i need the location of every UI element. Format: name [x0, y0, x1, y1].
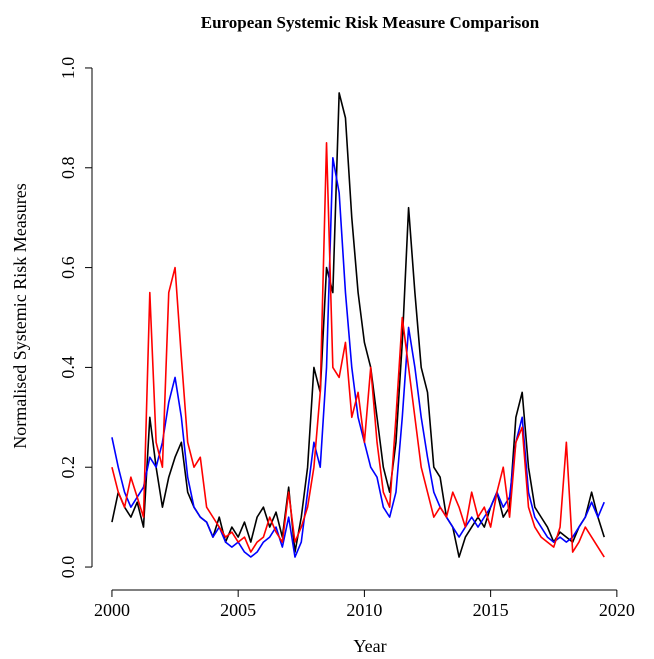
chart-title: European Systemic Risk Measure Compariso…	[201, 13, 540, 32]
x-tick-label: 2020	[599, 600, 635, 620]
series-line	[111, 157, 605, 558]
x-tick-label: 2000	[94, 600, 130, 620]
x-axis-label: Year	[353, 636, 386, 656]
y-tick-label: 0.2	[58, 456, 78, 479]
y-tick-label: 0.4	[58, 356, 78, 379]
x-tick-label: 2015	[473, 600, 509, 620]
x-tick-label: 2005	[220, 600, 256, 620]
x-tick-label: 2010	[346, 600, 382, 620]
series-line	[111, 92, 605, 558]
y-tick-label: 0.8	[58, 157, 78, 180]
y-tick-label: 1.0	[58, 57, 78, 80]
series-line	[111, 142, 605, 558]
y-tick-label: 0.0	[58, 556, 78, 579]
y-tick-label: 0.6	[58, 256, 78, 279]
y-axis-label: Normalised Systemic Risk Measures	[10, 183, 30, 448]
